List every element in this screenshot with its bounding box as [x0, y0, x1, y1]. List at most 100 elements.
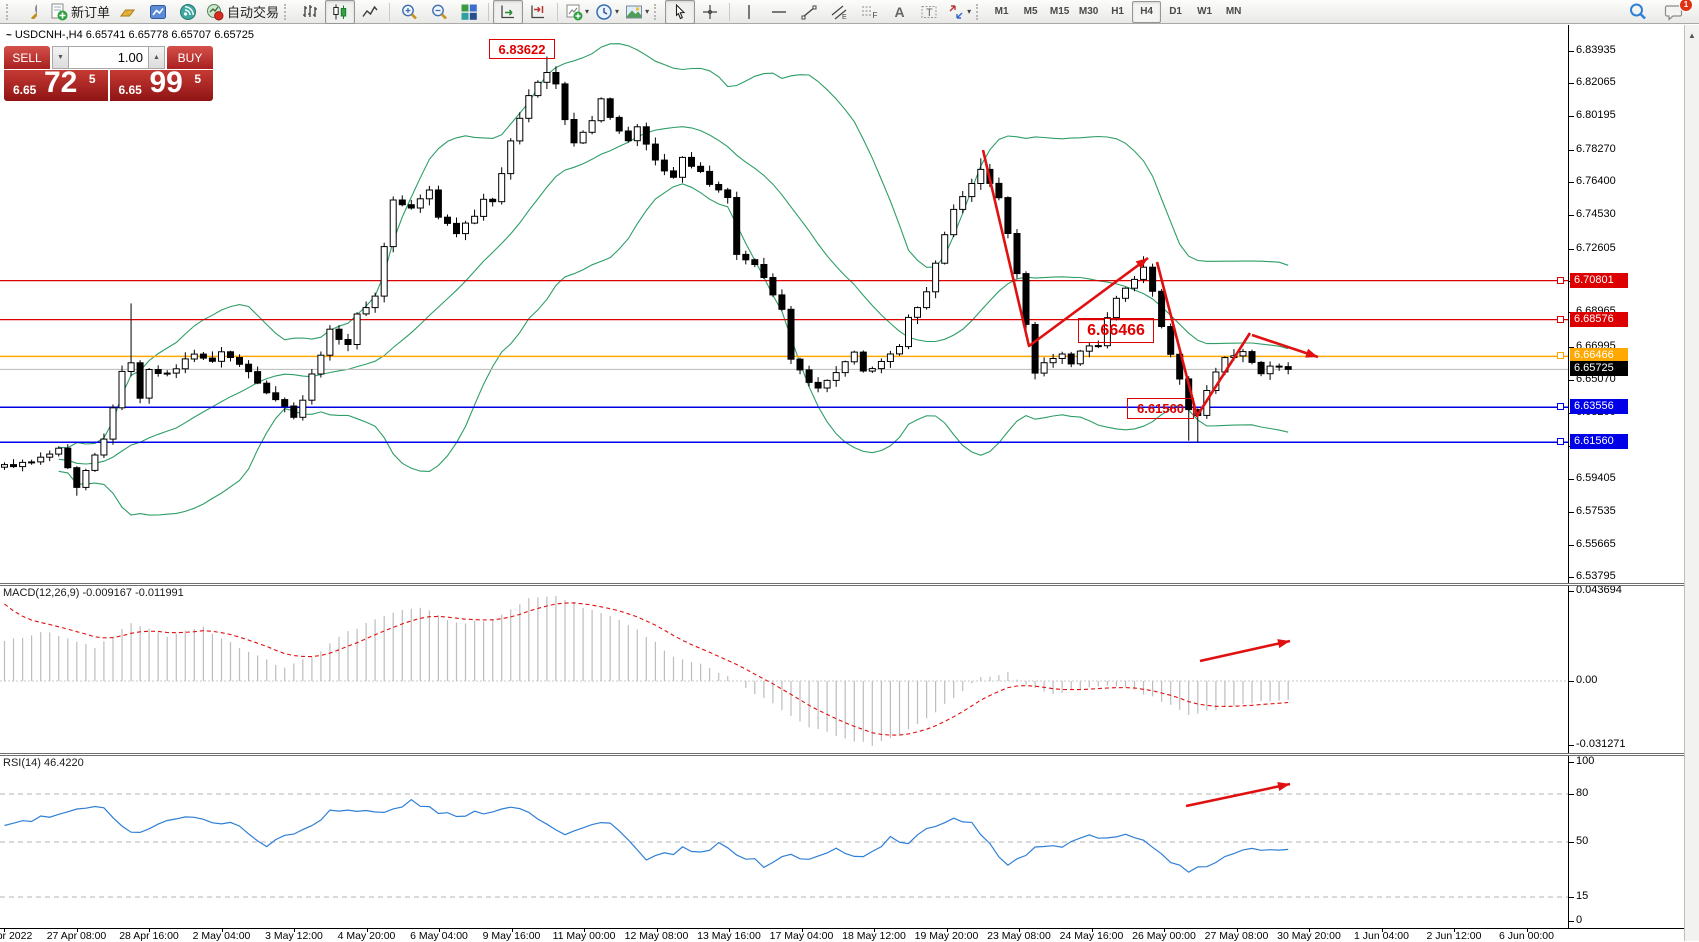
cursor-button[interactable] — [665, 0, 696, 24]
buy-button[interactable]: BUY — [167, 46, 213, 69]
chart-title-icon: ~ — [6, 30, 12, 41]
auto-scroll-button[interactable] — [493, 0, 524, 24]
vertical-line-button[interactable] — [734, 0, 764, 24]
time-label: 11 May 00:00 — [552, 930, 616, 942]
toolbar-group-handle[interactable] — [6, 3, 13, 20]
time-label: 17 May 04:00 — [769, 930, 834, 942]
gold-button[interactable] — [113, 0, 143, 24]
buy-price-box[interactable]: 6.65 99 5 — [109, 66, 213, 101]
current-price-tag: 6.65725 — [1570, 361, 1628, 376]
chart-shift-icon — [529, 3, 547, 21]
time-label: 2 Jun 12:00 — [1426, 930, 1482, 942]
trendline-button[interactable] — [794, 0, 824, 24]
new-chart-button[interactable]: ▾ — [562, 0, 592, 24]
new-order-icon — [50, 3, 68, 21]
sell-button[interactable]: SELL — [4, 46, 50, 69]
text-label-button[interactable]: T — [914, 0, 944, 24]
price-axis-line[interactable] — [1568, 25, 1569, 928]
pane-separator-macd[interactable] — [0, 583, 1684, 586]
trend-arrow[interactable] — [1199, 639, 1291, 663]
horizontal-line-button[interactable] — [764, 0, 794, 24]
toolbar-group-handle[interactable] — [976, 3, 983, 20]
timeframe-w1-button[interactable]: W1 — [1197, 6, 1213, 17]
arrow-head-icon — [1277, 639, 1290, 649]
volume-value[interactable]: 1.00 — [69, 46, 148, 69]
crosshair-button[interactable] — [695, 0, 725, 24]
hline-price-tag-anchor-icon[interactable] — [1557, 277, 1564, 284]
annotation-label[interactable]: 6.61560 — [1127, 398, 1194, 419]
macd-chart[interactable] — [0, 586, 1684, 753]
timeframe-m5-button[interactable]: M5 — [1023, 6, 1038, 17]
arrows-dropdown-icon[interactable]: ▾ — [967, 7, 972, 16]
pane-separator-rsi[interactable] — [0, 753, 1684, 756]
sell-price-box[interactable]: 6.65 72 5 — [4, 66, 108, 101]
price-tick: 6.57535 — [1576, 505, 1616, 517]
line-chart-button[interactable] — [355, 0, 385, 24]
buy-price-big: 99 — [149, 66, 183, 99]
candle-chart-button[interactable] — [325, 0, 356, 24]
hline-price-tag-anchor-icon[interactable] — [1557, 403, 1564, 410]
rsi-chart[interactable] — [0, 756, 1684, 928]
timeframe-m30-button[interactable]: M30 — [1078, 6, 1099, 17]
time-tick — [511, 929, 513, 932]
hline-price-tag-anchor-icon[interactable] — [1557, 438, 1564, 445]
price-tick-tick — [1569, 150, 1574, 151]
trend-arrow[interactable] — [981, 149, 1149, 348]
text-button[interactable]: A — [884, 0, 914, 24]
timeframe-mn-button[interactable]: MN — [1225, 6, 1242, 17]
chart-shift-button[interactable] — [523, 0, 553, 24]
fibonacci-button[interactable]: F — [854, 0, 884, 24]
timeframe-m15-button[interactable]: M15 — [1049, 6, 1070, 17]
time-axis[interactable]: 26 Apr 2022 27 Apr 08:00 28 Apr 16:00 2 May… — [0, 928, 1684, 942]
timeframe-h4-button[interactable]: H4 — [1132, 0, 1162, 23]
hline-price-tag-anchor-icon[interactable] — [1557, 316, 1564, 323]
templates-dropdown-icon[interactable]: ▾ — [645, 7, 650, 16]
macd-tick-tick — [1569, 745, 1574, 746]
rsi-tick: 0 — [1576, 914, 1583, 926]
rsi-label: RSI(14) 46.4220 — [3, 757, 84, 769]
new-chart-dropdown-icon[interactable]: ▾ — [585, 7, 590, 16]
auto-trading-button[interactable]: 自动交易 — [203, 0, 282, 24]
volume-increment-button[interactable]: ▲ — [148, 46, 165, 69]
toolbar-group-handle[interactable] — [284, 3, 291, 20]
timeframe-d1-button[interactable]: D1 — [1169, 6, 1182, 17]
templates-button[interactable]: ▾ — [622, 0, 652, 24]
search-button[interactable] — [1623, 0, 1653, 24]
chart-window: ~ USDCNH-,H4 6.65741 6.65778 6.65707 6.65… — [0, 25, 1684, 942]
tile-windows-button[interactable] — [454, 0, 484, 24]
price-chart[interactable] — [0, 25, 1684, 583]
market-watch-button[interactable] — [143, 0, 173, 24]
time-tick — [76, 929, 78, 932]
arrows-button[interactable]: ▾ — [944, 0, 974, 24]
time-tick — [656, 929, 658, 932]
equidistant-channel-button[interactable]: E — [824, 0, 854, 24]
signal-button[interactable] — [173, 0, 203, 24]
crosshair-icon — [701, 3, 719, 21]
trend-arrow[interactable] — [1155, 261, 1252, 418]
timeframe-m1-button[interactable]: M1 — [994, 6, 1009, 17]
rsi-tick: 80 — [1576, 787, 1589, 799]
edge-partial-button[interactable] — [17, 0, 47, 24]
vertical-scrollbar[interactable]: ▲ — [1684, 25, 1699, 941]
time-tick — [1309, 929, 1310, 932]
timeframe-h1-button[interactable]: H1 — [1111, 6, 1124, 17]
zoom-in-button[interactable] — [394, 0, 424, 24]
search-icon — [1628, 2, 1648, 22]
new-order-button[interactable]: 新订单 — [47, 0, 113, 24]
toolbar-group-handle[interactable] — [654, 3, 661, 20]
bar-chart-button[interactable] — [295, 0, 325, 24]
hline-price-tag-anchor-icon[interactable] — [1557, 352, 1564, 359]
annotation-label[interactable]: 6.66466 — [1078, 318, 1154, 343]
notifications-button[interactable]: 1 — [1659, 0, 1693, 24]
trend-arrow[interactable] — [1185, 782, 1291, 808]
volume-decrement-button[interactable]: ▼ — [52, 46, 69, 69]
periods-button[interactable]: ▾ — [592, 0, 622, 24]
time-label: 3 May 12:00 — [265, 930, 323, 942]
price-tick-tick — [1569, 51, 1574, 52]
scroll-up-icon[interactable]: ▲ — [1688, 31, 1696, 40]
annotation-label[interactable]: 6.83622 — [489, 39, 555, 59]
zoom-out-button[interactable] — [424, 0, 454, 24]
svg-text:A: A — [895, 4, 905, 20]
periods-dropdown-icon[interactable]: ▾ — [615, 7, 620, 16]
